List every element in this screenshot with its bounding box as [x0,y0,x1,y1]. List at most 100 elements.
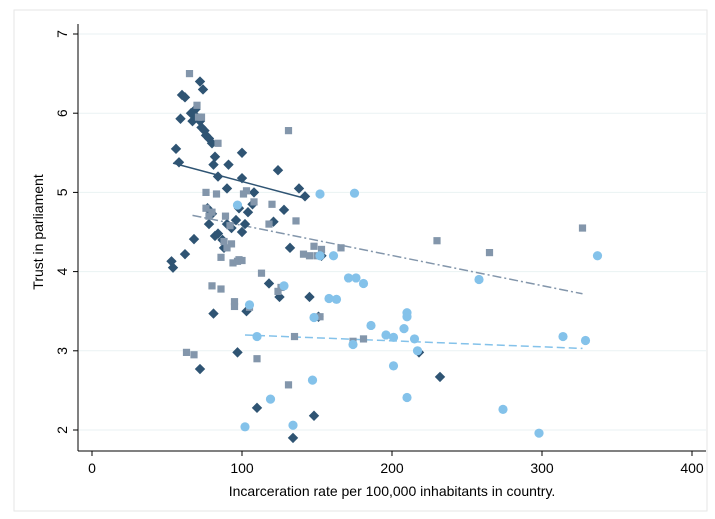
data-point-circle [348,339,358,350]
data-point-diamond [248,187,260,198]
data-point-square [220,237,228,246]
data-point-diamond [212,228,224,239]
data-point-diamond [434,371,446,383]
data-point-square [284,127,293,135]
data-point-diamond [287,432,299,444]
data-point-square [310,242,318,250]
data-point-square [230,302,239,311]
data-point-diamond [232,347,243,358]
x-tick-label: 300 [530,460,554,476]
data-point-diamond [166,256,177,267]
data-point-square [223,244,231,252]
data-point-square [359,335,368,343]
data-point-square [242,187,251,195]
data-point-circle [534,428,544,438]
data-point-circle [240,422,250,432]
y-tick-label: 5 [54,188,70,196]
data-point-square [214,139,222,147]
data-point-square [265,220,273,228]
data-point-diamond [197,84,209,95]
data-point-diamond [179,248,191,260]
data-point-circle [558,331,568,342]
data-point-circle [402,308,412,318]
data-point-diamond [263,278,275,289]
x-tick-label: 200 [380,460,404,476]
data-point-circle [580,335,591,346]
data-point-square [202,188,210,196]
data-point-circle [288,420,298,430]
data-point-diamond [167,262,179,273]
data-point-circle [388,332,399,342]
data-point-diamond [173,157,185,168]
data-point-square [250,198,258,206]
data-point-diamond [196,122,207,133]
data-point-square [230,298,239,306]
data-point-diamond [278,204,290,216]
y-tick-label: 4 [54,267,70,275]
axes [77,24,706,452]
data-point-diamond [209,230,221,242]
gridlines [79,33,706,431]
data-point-diamond [179,92,191,103]
data-point-diamond [212,171,224,182]
data-point-square [299,250,308,258]
data-point-diamond [194,76,206,87]
data-point-square [268,200,276,208]
data-point-circle [402,392,412,403]
data-point-diamond [308,410,320,421]
x-tick-label: 100 [230,460,254,476]
data-point-square [182,348,191,356]
data-point-diamond [194,363,206,375]
data-point-circle [498,404,508,415]
data-point-square [578,224,587,232]
data-point-square [208,282,216,290]
data-point-square [217,285,225,293]
data-point-square [305,252,314,260]
data-point-diamond [185,108,197,119]
data-point-diamond [188,233,200,245]
y-tick-label: 3 [54,347,70,355]
data-point-diamond [190,104,201,115]
data-point-diamond [272,165,284,176]
chart-frame [13,9,708,512]
data-point-circle [366,320,376,331]
data-point-diamond [241,306,252,317]
data-points [166,70,603,444]
data-point-circle [309,312,319,323]
data-point-diamond [304,291,315,303]
data-point-circle [381,330,391,340]
data-point-diamond [194,115,206,127]
data-point-square [227,240,236,248]
data-point-circle [324,293,334,304]
data-point-diamond [203,218,215,230]
data-point-circle [232,200,243,210]
x-tick-label: 0 [88,460,96,476]
data-point-diamond [242,207,254,218]
data-point-circle [412,346,423,356]
data-point-circle [279,281,289,291]
data-point-circle [315,251,325,261]
tick-labels: 2 3 4 5 6 7 0 100 200 300 400 [54,30,704,476]
fit-lines [172,162,583,350]
data-point-square [253,355,261,363]
y-tick-label: 6 [54,109,70,117]
data-point-diamond [236,172,248,184]
data-point-circle [244,300,255,310]
data-point-circle [328,251,339,261]
data-point-diamond [208,308,219,319]
data-point-square [185,70,194,78]
data-point-circle [399,324,409,334]
y-tick-label: 7 [54,30,70,38]
data-point-square [317,245,326,254]
data-point-diamond [209,151,221,162]
data-point-diamond [239,218,251,230]
data-point-square [212,190,221,198]
data-point-circle [592,251,603,261]
data-point-diamond [170,143,182,155]
data-point-square [290,332,299,341]
data-point-circle [331,294,342,304]
data-point-circle [474,274,484,285]
data-point-diamond [230,214,242,226]
